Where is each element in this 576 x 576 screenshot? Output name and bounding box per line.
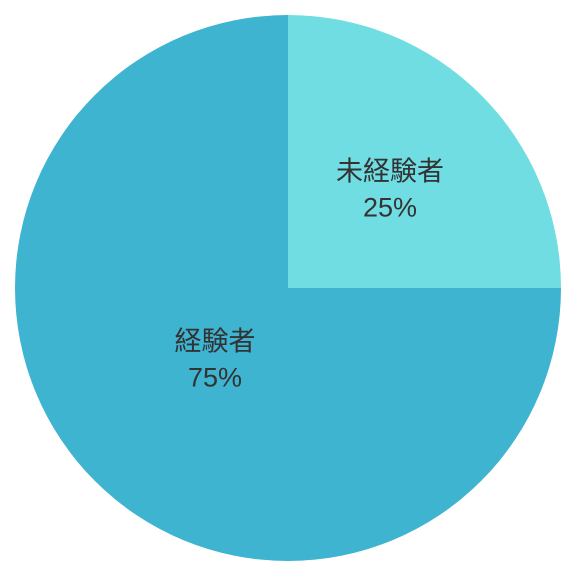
pie-chart: 未経験者 25% 経験者 75%	[0, 0, 576, 576]
pie-slice	[288, 15, 561, 288]
slice-percent: 75%	[175, 360, 256, 396]
slice-label-inexperienced: 未経験者 25%	[336, 154, 444, 227]
slice-label-experienced: 経験者 75%	[175, 324, 256, 397]
slice-name: 経験者	[175, 324, 256, 360]
slice-percent: 25%	[336, 190, 444, 226]
slice-name: 未経験者	[336, 154, 444, 190]
pie-chart-svg	[0, 0, 576, 576]
